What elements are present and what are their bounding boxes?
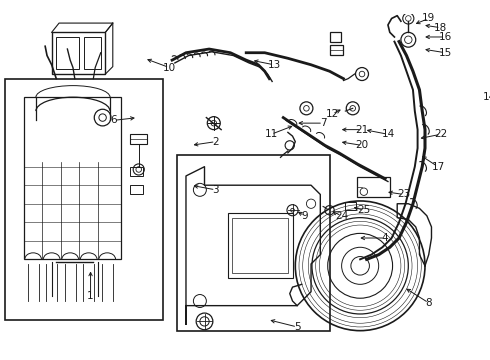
Bar [345, 202, 356, 210]
Bar [51, 32, 105, 74]
Text: 1: 1 [87, 291, 94, 301]
Text: 13: 13 [268, 60, 281, 70]
Text: 22: 22 [434, 129, 447, 139]
Text: 4: 4 [382, 233, 389, 243]
Bar [84, 37, 101, 69]
Text: 14: 14 [381, 129, 394, 139]
Text: 20: 20 [355, 140, 368, 150]
Bar [130, 134, 147, 144]
Bar [232, 218, 288, 273]
Text: 18: 18 [434, 23, 447, 33]
Text: 25: 25 [357, 205, 370, 215]
Text: 11: 11 [265, 129, 278, 139]
Text: 7: 7 [320, 118, 326, 128]
Text: 23: 23 [397, 189, 410, 199]
Bar [228, 213, 293, 278]
Bar [130, 185, 144, 194]
Text: 3: 3 [212, 185, 219, 195]
Text: 8: 8 [425, 298, 432, 308]
Bar [177, 155, 330, 330]
Text: 19: 19 [422, 13, 435, 23]
Bar [56, 37, 79, 69]
Bar [330, 32, 341, 42]
Text: 16: 16 [439, 32, 452, 42]
Bar [130, 167, 144, 176]
Bar [357, 177, 390, 197]
Bar [330, 45, 343, 55]
Text: 24: 24 [335, 211, 348, 221]
Text: 2: 2 [212, 137, 219, 147]
Text: 21: 21 [355, 125, 368, 135]
Text: 9: 9 [301, 211, 308, 221]
Text: 5: 5 [294, 322, 300, 332]
Text: 6: 6 [110, 115, 117, 125]
Text: 10: 10 [163, 63, 176, 73]
Bar [5, 79, 163, 320]
Text: 15: 15 [439, 48, 452, 58]
Text: 12: 12 [326, 109, 339, 119]
Text: 17: 17 [431, 162, 444, 172]
Bar [24, 97, 121, 259]
Text: 14: 14 [483, 92, 490, 102]
